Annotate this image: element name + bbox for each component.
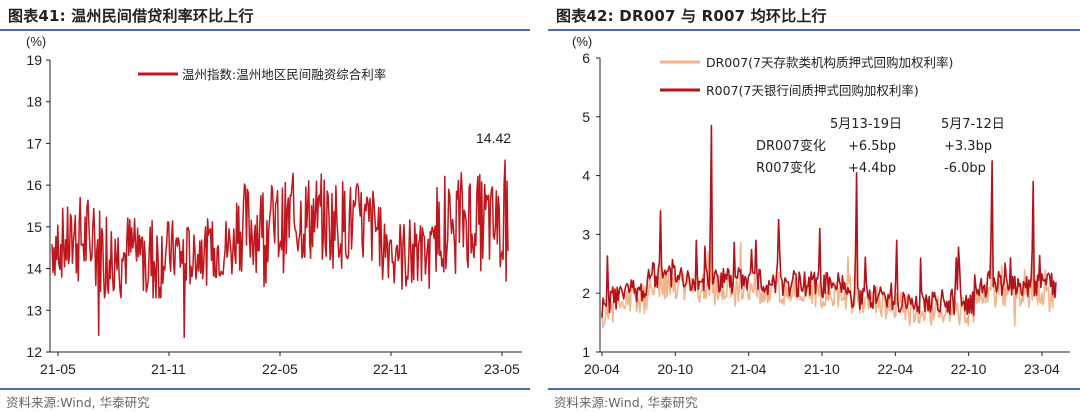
- right-anno-col-header: 5月13-19日: [830, 117, 902, 132]
- left-x-tick-label: 22-05: [262, 361, 298, 377]
- left-x-tick-label: 23-05: [484, 361, 520, 377]
- right-legend-r007-label: R007(7天银行间质押式回购加权利率): [706, 83, 919, 98]
- right-anno-value: +3.3bp: [944, 139, 992, 154]
- right-x-tick-label: 20-04: [584, 361, 620, 377]
- left-x-tick-label: 21-11: [151, 361, 186, 377]
- right-y-unit: (%): [572, 34, 592, 49]
- left-legend-label: 温州指数:温州地区民间融资综合利率: [182, 67, 386, 82]
- right-anno-value: -6.0bp: [944, 161, 986, 176]
- right-y-tick-label: 2: [582, 285, 590, 301]
- left-x-tick-label: 21-05: [40, 361, 76, 377]
- right-x-tick-label: 20-10: [657, 361, 693, 377]
- left-y-unit: (%): [26, 34, 46, 49]
- right-x-tick-label: 21-10: [804, 361, 840, 377]
- left-y-tick-label: 15: [26, 219, 42, 235]
- left-y-tick-label: 17: [26, 135, 42, 151]
- left-y-tick-label: 18: [26, 94, 42, 110]
- right-anno-value: +4.4bp: [848, 161, 896, 176]
- left-y-tick-label: 14: [26, 261, 42, 277]
- right-y-tick-label: 4: [582, 168, 590, 184]
- right-legend-dr007-label: DR007(7天存款类机构质押式回购加权利率): [706, 55, 953, 70]
- left-y-tick-label: 19: [26, 52, 42, 68]
- right-figure-panel: 图表42: DR007 与 R007 均环比上行 (%) 1 2 3 4 5 6 20-04 2…: [548, 0, 1080, 412]
- right-y-tick-label: 3: [582, 226, 590, 242]
- right-x-tick-label: 23-04: [1024, 361, 1060, 377]
- left-last-value-label: 14.42: [476, 130, 511, 146]
- left-series-line: [51, 159, 509, 339]
- left-figure-title: 图表41: 温州民间借贷利率环比上行: [8, 7, 254, 25]
- right-source-rule: [548, 388, 1080, 390]
- right-figure-title: 图表42: DR007 与 R007 均环比上行: [556, 7, 827, 25]
- right-anno-row-label: DR007变化: [756, 138, 826, 154]
- right-series-r007-line: [601, 124, 1057, 318]
- left-x-tick-label: 22-11: [373, 361, 408, 377]
- left-y-tick-label: 16: [26, 177, 42, 193]
- left-source-rule: [0, 388, 530, 390]
- right-anno-value: +6.5bp: [848, 139, 896, 154]
- left-source-note: 资料来源:Wind, 华泰研究: [6, 395, 150, 410]
- right-chart-svg: (%) 1 2 3 4 5 6 20-04 20-10 21-04 21-10 22-04 22-10 2…: [572, 34, 1070, 377]
- right-series-dr007-line: [601, 177, 1057, 329]
- right-anno-row-label: R007变化: [756, 160, 816, 176]
- right-source-note: 资料来源:Wind, 华泰研究: [554, 395, 698, 410]
- right-anno-col-header: 5月7-12日: [941, 117, 1005, 132]
- right-y-tick-label: 5: [582, 109, 590, 125]
- right-x-tick-label: 22-04: [877, 361, 913, 377]
- left-y-tick-label: 13: [26, 302, 42, 318]
- left-title-rule: [0, 29, 530, 31]
- right-x-tick-label: 22-10: [951, 361, 987, 377]
- left-figure-panel: 图表41: 温州民间借贷利率环比上行 (%) 12 13 14 15 16 17 18 19 21…: [0, 0, 530, 412]
- left-y-tick-label: 12: [26, 344, 42, 360]
- right-x-tick-label: 21-04: [731, 361, 767, 377]
- right-y-tick-label: 6: [582, 50, 590, 66]
- left-chart-svg: (%) 12 13 14 15 16 17 18 19 21-05 21-11 22-05 22-11 2…: [26, 34, 522, 377]
- right-y-tick-label: 1: [582, 344, 590, 360]
- right-title-rule: [548, 29, 1080, 31]
